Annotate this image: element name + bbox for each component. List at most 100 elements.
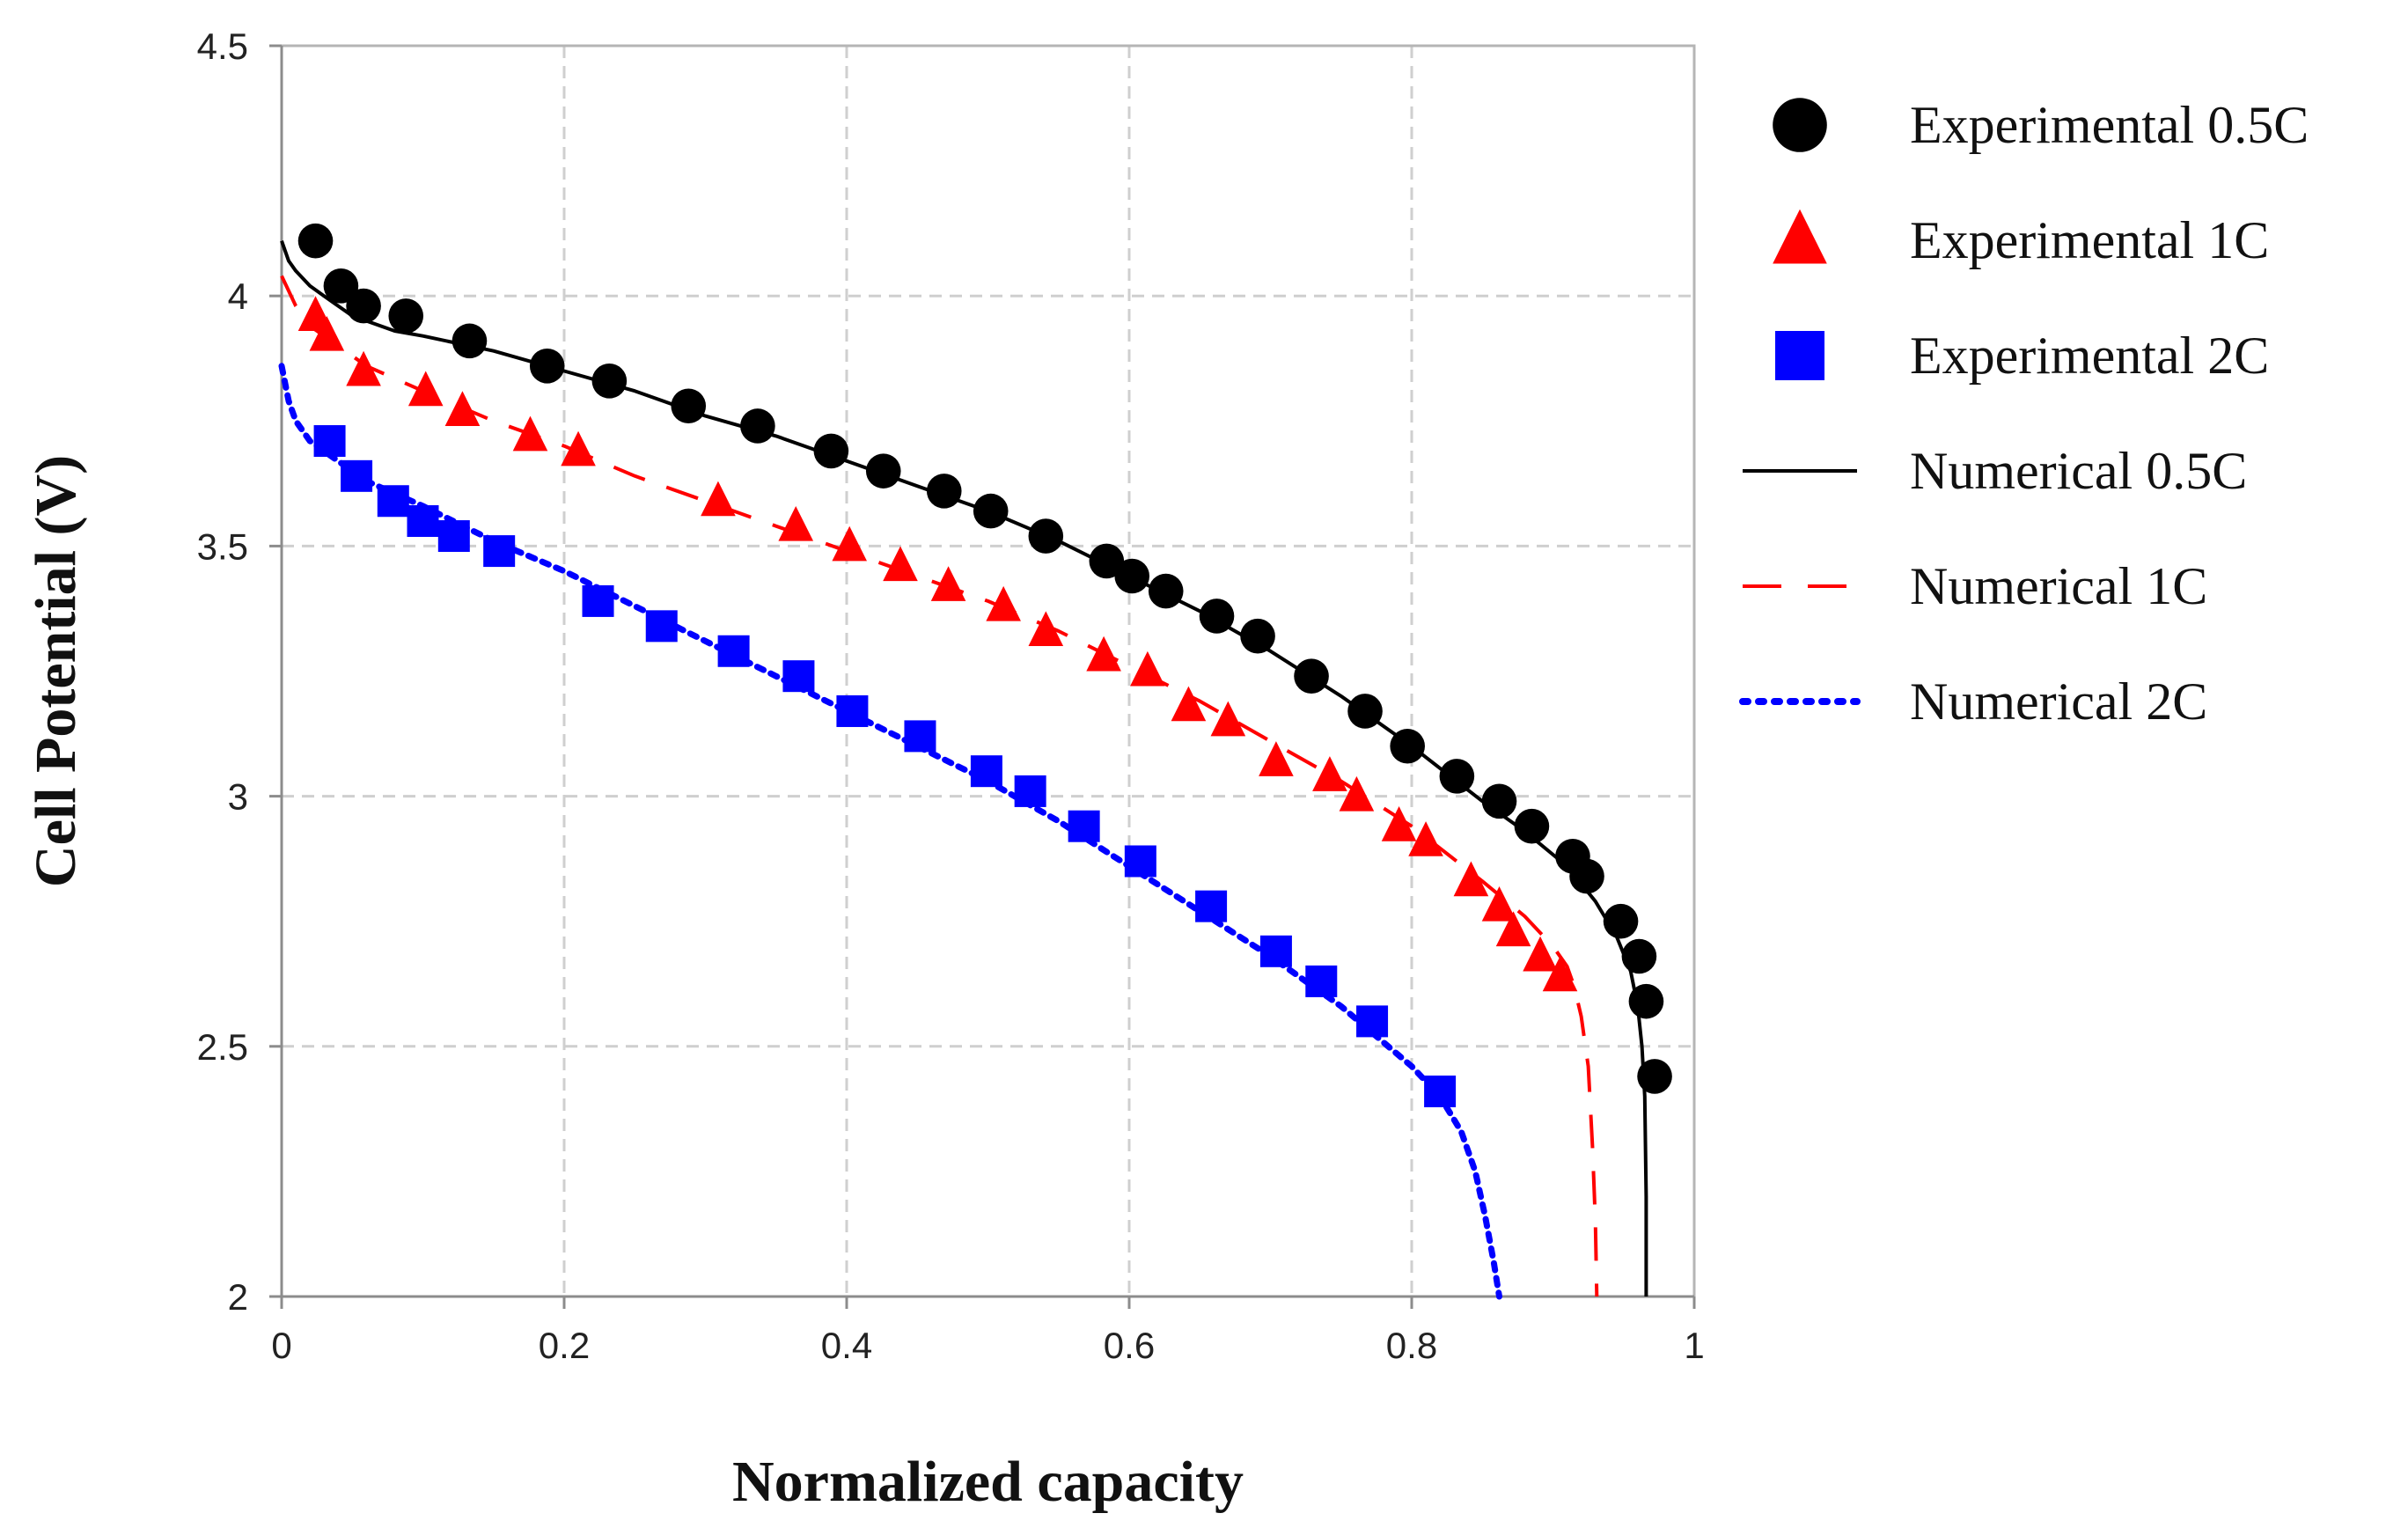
legend-entry: Numerical 1C [1743,557,2207,615]
data-point-experimental-0-5c [1569,858,1604,894]
data-point-experimental-0-5c [1028,518,1064,554]
data-point-experimental-2c [836,694,869,727]
data-point-experimental-1c [1523,936,1558,972]
data-point-experimental-0-5c [740,408,775,444]
data-point-experimental-0-5c [973,493,1009,529]
legend-swatch [1773,209,1827,264]
data-point-experimental-1c [1171,686,1207,722]
legend-entry: Experimental 1C [1773,209,2269,269]
y-tick-label: 3.5 [197,525,248,567]
data-point-experimental-2c [582,584,614,617]
data-point-experimental-2c [1305,965,1338,997]
data-point-experimental-1c [512,415,548,452]
data-point-experimental-0-5c [452,323,488,359]
data-point-experimental-2c [782,660,815,693]
data-point-experimental-2c [1259,935,1292,967]
data-point-experimental-0-5c [1621,938,1657,974]
data-point-experimental-1c [444,391,481,426]
y-axis-title: Cell Potential (V) [24,455,88,887]
data-point-experimental-0-5c [346,288,381,324]
x-tick-label: 0.2 [539,1325,590,1366]
data-point-experimental-0-5c [865,453,901,489]
data-point-experimental-0-5c [591,364,628,399]
data-point-experimental-1c [346,350,381,386]
data-point-experimental-0-5c [1390,728,1425,764]
data-point-experimental-1c [309,315,345,351]
data-point-experimental-0-5c [1240,618,1275,654]
data-point-experimental-0-5c [926,474,962,509]
data-point-experimental-1c [883,546,918,582]
data-point-experimental-0-5c [1148,573,1184,609]
data-point-experimental-2c [313,425,346,458]
data-point-experimental-1c [407,371,444,407]
data-point-experimental-2c [1014,775,1046,807]
data-point-experimental-2c [341,459,373,492]
data-point-experimental-2c [1068,810,1100,842]
data-point-experimental-1c [986,585,1021,621]
series-markers [297,223,1672,1107]
data-point-experimental-1c [1130,650,1165,687]
legend-swatch [1775,331,1824,380]
data-point-experimental-0-5c [1637,1059,1672,1094]
data-point-experimental-0-5c [671,388,707,424]
data-point-experimental-2c [1195,890,1228,922]
data-point-experimental-0-5c [388,298,424,334]
legend-label: Numerical 0.5C [1910,442,2247,500]
data-point-experimental-1c [1481,885,1517,922]
legend-label: Numerical 2C [1910,672,2207,731]
data-point-experimental-1c [1028,611,1064,647]
data-point-experimental-0-5c [1089,543,1125,579]
data-point-experimental-1c [1453,861,1489,897]
x-tick-label: 1 [1684,1325,1704,1366]
data-point-experimental-1c [930,566,966,601]
legend-label: Experimental 0.5C [1910,96,2309,154]
legend-label: Numerical 1C [1910,557,2207,615]
grid [282,46,1694,1297]
data-point-experimental-1c [778,505,814,541]
data-point-experimental-1c [1381,806,1417,841]
data-point-experimental-2c [645,610,678,643]
axes [269,44,1696,1309]
x-tick-label: 0.8 [1386,1325,1437,1366]
data-point-experimental-1c [561,430,596,466]
legend-swatch [1773,98,1827,152]
data-point-experimental-0-5c [529,348,565,384]
y-tick-label: 4 [228,275,248,317]
x-tick-labels: 0 0.2 0.4 0.6 0.8 1 [271,1325,1704,1366]
legend-entry: Numerical 0.5C [1743,442,2247,500]
series-line-numerical-2c [278,363,1502,1300]
data-point-experimental-0-5c [1114,558,1150,594]
data-point-experimental-2c [1356,1005,1389,1038]
data-point-experimental-2c [437,520,470,553]
y-tick-labels: 2 2.5 3 3.5 4 4.5 [197,26,248,1318]
data-point-experimental-0-5c [1439,759,1475,794]
y-tick-label: 4.5 [197,26,248,67]
data-point-experimental-0-5c [1481,783,1517,819]
data-point-experimental-2c [970,755,1002,788]
x-axis-title: Normalized capacity [732,1450,1244,1514]
legend: Experimental 0.5C Experimental 1C Experime… [1739,96,2309,731]
data-point-experimental-1c [1312,756,1347,791]
data-point-experimental-2c [483,535,516,568]
data-point-experimental-1c [701,481,736,517]
data-point-experimental-1c [1210,701,1246,737]
plot-area-frame [280,44,1696,1298]
x-tick-label: 0 [271,1325,291,1366]
data-point-experimental-2c [1124,845,1156,878]
data-point-experimental-0-5c [1628,983,1664,1019]
legend-entry: Experimental 0.5C [1773,96,2309,154]
data-point-experimental-0-5c [1199,599,1235,634]
series-line-numerical-1c [280,275,1599,1297]
legend-entry: Experimental 2C [1775,327,2269,385]
data-point-experimental-1c [832,525,868,562]
y-tick-label: 2 [228,1276,248,1318]
data-point-experimental-2c [904,720,936,753]
y-tick-label: 3 [228,776,248,818]
data-point-experimental-2c [407,504,439,537]
data-point-experimental-1c [1259,741,1294,776]
x-tick-label: 0.4 [821,1325,872,1366]
data-point-experimental-0-5c [323,268,359,304]
data-point-experimental-1c [1408,821,1443,856]
y-tick-label: 2.5 [197,1026,248,1068]
